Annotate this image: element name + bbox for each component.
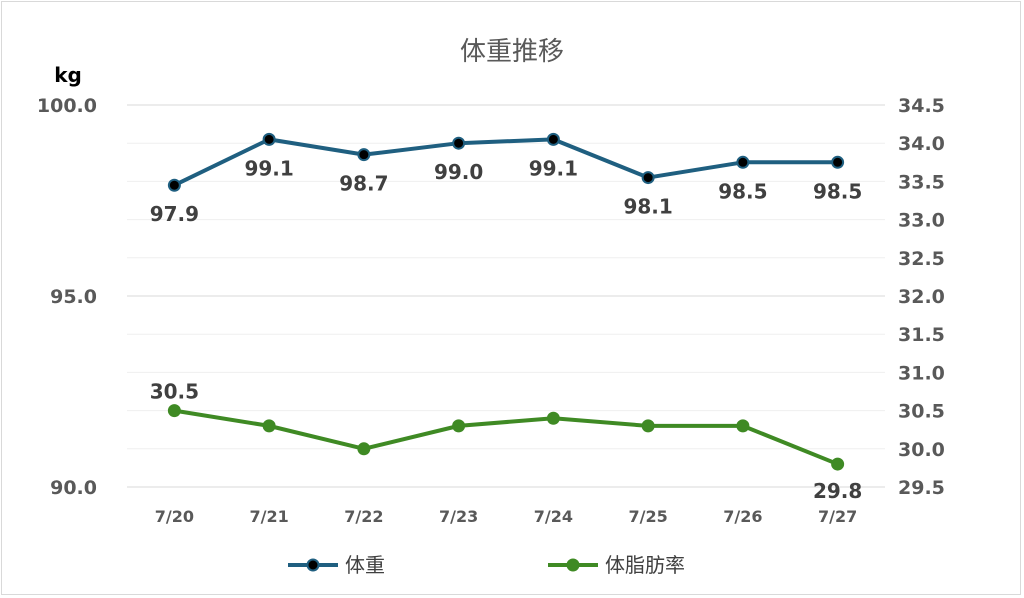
series-2-data-label: 29.8 — [813, 479, 862, 503]
series-2-point — [167, 404, 181, 418]
y-right-tick-label: 32.0 — [898, 286, 945, 308]
series-2-point — [546, 411, 560, 425]
x-tick-label: 7/26 — [723, 507, 762, 526]
y-left-tick-label: 95.0 — [50, 286, 97, 308]
y-left-tick-label: 100.0 — [37, 95, 97, 117]
series-1-point — [641, 171, 655, 185]
series-2-point — [452, 419, 466, 433]
series-1-point — [546, 132, 560, 146]
y-right-tick-label: 33.0 — [898, 210, 945, 232]
y-right-tick-label: 30.5 — [898, 401, 945, 423]
x-tick-label: 7/22 — [344, 507, 383, 526]
legend: 体重 体脂肪率 — [288, 553, 685, 577]
series-1-point — [167, 178, 181, 192]
y-right-tick-label: 29.5 — [898, 477, 945, 499]
series-1-point — [736, 155, 750, 169]
series-line-2 — [174, 408, 839, 466]
y-right-tick-label: 34.0 — [898, 133, 945, 155]
series-2-point — [262, 419, 276, 433]
series-layer: 97.9 99.1 98.7 99.0 99.1 98.1 98.5 98.5 30.5 29.8 — [150, 132, 862, 503]
x-axis: 7/20 7/21 7/22 7/23 7/24 7/25 7/26 7/27 — [155, 507, 858, 526]
y-right-tick-label: 34.5 — [898, 95, 945, 117]
series-1-data-label: 97.9 — [150, 202, 199, 226]
y-right-tick-label: 30.0 — [898, 439, 945, 461]
x-tick-label: 7/25 — [629, 507, 668, 526]
series-2-point — [357, 442, 371, 456]
series-2-point — [641, 419, 655, 433]
series-1-point — [831, 155, 845, 169]
x-tick-label: 7/21 — [250, 507, 289, 526]
y-right-tick-label: 33.5 — [898, 171, 945, 193]
x-tick-label: 7/23 — [439, 507, 478, 526]
series-1-point — [357, 148, 371, 162]
series-1-data-label: 98.7 — [339, 172, 388, 196]
series-1-data-label: 98.5 — [718, 179, 767, 203]
y-right-tick-label: 32.5 — [898, 248, 945, 270]
x-tick-label: 7/24 — [534, 507, 573, 526]
y-right-tick-label: 31.0 — [898, 362, 945, 384]
legend-label-2: 体脂肪率 — [605, 553, 685, 577]
y-left-axis: 90.0 95.0 100.0 — [37, 95, 97, 499]
x-tick-label: 7/27 — [818, 507, 857, 526]
series-1-data-label: 99.1 — [244, 156, 293, 180]
series-1-point — [452, 136, 466, 150]
series-1-data-label: 98.1 — [623, 195, 672, 219]
series-1-point — [262, 132, 276, 146]
legend-marker-2 — [566, 558, 580, 572]
series-2-point — [831, 457, 845, 471]
series-1-data-label: 99.1 — [529, 156, 578, 180]
y-left-tick-label: 90.0 — [50, 477, 97, 499]
x-tick-label: 7/20 — [155, 507, 194, 526]
series-2-point — [736, 419, 750, 433]
legend-marker-1 — [306, 558, 320, 572]
y-right-axis: 29.5 30.0 30.5 31.0 31.5 32.0 32.5 33.0 33.5 34.0… — [898, 95, 945, 499]
chart-title: 体重推移 — [460, 37, 564, 67]
series-line-1 — [173, 137, 838, 188]
series-2-data-label: 30.5 — [150, 380, 199, 404]
legend-label-1: 体重 — [345, 553, 385, 577]
series-1-data-label: 98.5 — [813, 179, 862, 203]
y-left-unit-label: kg — [54, 63, 82, 87]
series-1-data-label: 99.0 — [434, 160, 483, 184]
y-right-tick-label: 31.5 — [898, 324, 945, 346]
